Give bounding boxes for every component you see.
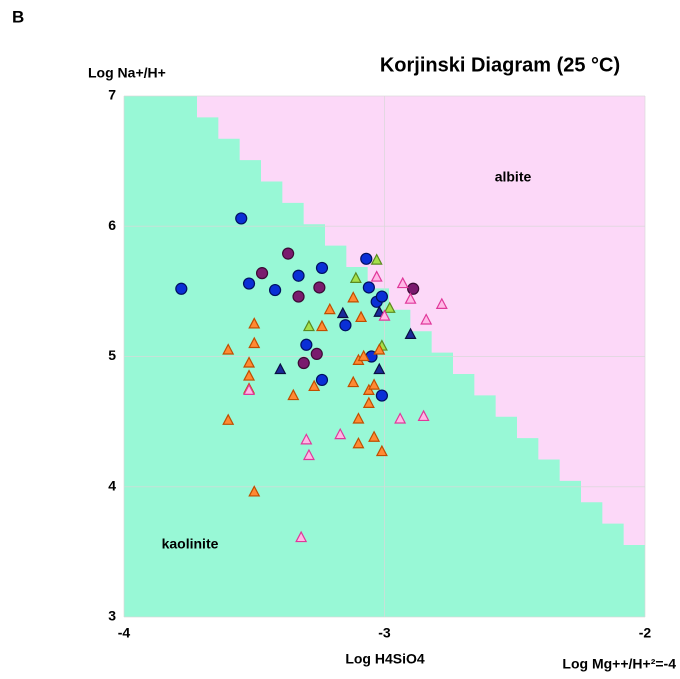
data-point — [313, 281, 326, 294]
data-point — [300, 433, 313, 445]
data-point — [248, 317, 261, 329]
data-point — [268, 283, 282, 297]
x-axis-label: Log H4SiO4 — [345, 651, 425, 667]
data-point — [222, 413, 235, 425]
data-point — [362, 281, 375, 294]
data-point — [339, 319, 352, 332]
data-point — [373, 362, 386, 375]
data-point — [282, 247, 295, 260]
x-tick-label: -4 — [118, 625, 131, 641]
region-label: kaolinite — [162, 536, 219, 552]
data-point — [375, 389, 388, 402]
data-point — [310, 347, 323, 360]
data-point — [248, 485, 261, 497]
data-point — [287, 388, 300, 401]
data-point — [242, 277, 256, 290]
region-label: albite — [495, 169, 532, 185]
axis-note: Log Mg++/H+²=-4 — [562, 656, 676, 672]
x-tick-label: -3 — [378, 625, 391, 641]
y-axis-label: Log Na+/H+ — [88, 65, 166, 81]
data-point — [396, 276, 409, 289]
data-point — [292, 290, 305, 303]
data-point — [347, 291, 360, 303]
data-point — [373, 305, 386, 317]
data-point — [300, 338, 313, 351]
data-point — [370, 270, 383, 282]
data-point — [302, 448, 315, 461]
data-point — [370, 253, 383, 265]
data-point — [334, 427, 347, 440]
data-point — [297, 356, 310, 370]
data-point — [315, 319, 328, 332]
data-point — [352, 412, 365, 424]
data-point — [420, 313, 433, 325]
data-point — [378, 309, 391, 321]
chart-title: Korjinski Diagram (25 °C) — [380, 54, 620, 76]
data-point — [295, 530, 308, 543]
data-point — [243, 356, 256, 368]
data-point — [274, 362, 287, 375]
data-point — [355, 310, 368, 323]
data-point — [248, 336, 261, 349]
data-point — [302, 319, 315, 332]
data-point — [368, 430, 381, 442]
data-point — [243, 369, 256, 381]
y-tick-label: 7 — [108, 87, 116, 103]
data-point — [404, 292, 417, 304]
data-point — [435, 297, 448, 309]
data-point — [347, 375, 360, 388]
y-tick-label: 4 — [108, 477, 116, 493]
data-point — [352, 436, 365, 449]
data-point — [315, 261, 329, 275]
data-point — [255, 267, 269, 280]
data-point — [417, 409, 430, 422]
x-tick-label: -2 — [639, 625, 652, 641]
data-point — [404, 327, 417, 339]
data-point — [360, 252, 373, 265]
data-point — [336, 306, 349, 319]
data-point — [375, 290, 388, 303]
y-tick-label: 3 — [108, 608, 116, 624]
data-point — [357, 349, 370, 362]
data-point — [315, 373, 329, 387]
data-point — [373, 343, 386, 355]
data-point — [308, 379, 321, 392]
data-point — [375, 444, 388, 457]
data-point — [235, 212, 248, 225]
data-point — [368, 378, 381, 390]
data-point — [175, 282, 188, 295]
albite-field — [197, 96, 645, 545]
y-tick-label: 5 — [108, 347, 116, 363]
data-point — [362, 396, 375, 408]
data-point — [222, 343, 235, 355]
data-point — [349, 271, 362, 283]
data-point — [323, 302, 336, 315]
data-point — [407, 282, 420, 295]
y-tick-label: 6 — [108, 217, 116, 233]
data-point — [243, 383, 256, 395]
data-point — [383, 301, 396, 313]
data-point — [292, 269, 305, 282]
data-point — [394, 412, 407, 424]
panel-label: B — [12, 7, 24, 26]
